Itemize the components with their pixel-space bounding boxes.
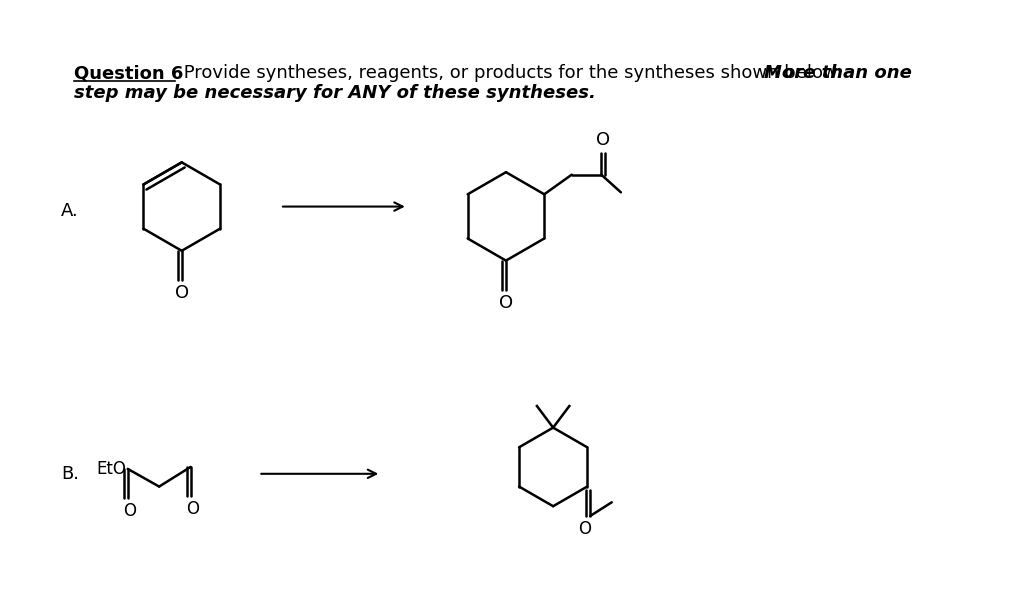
Text: More than one: More than one [764, 64, 912, 82]
Text: B.: B. [60, 465, 79, 483]
Text: O: O [186, 500, 199, 518]
Text: step may be necessary for ANY of these syntheses.: step may be necessary for ANY of these s… [74, 84, 596, 102]
Text: A.: A. [60, 203, 79, 220]
Text: O: O [175, 284, 188, 302]
Text: O: O [578, 520, 591, 538]
Text: O: O [123, 502, 136, 520]
Text: EtO: EtO [96, 460, 126, 478]
Text: Question 6: Question 6 [74, 64, 183, 82]
Text: Provide syntheses, reagents, or products for the syntheses shown below.: Provide syntheses, reagents, or products… [178, 64, 848, 82]
Text: O: O [596, 131, 610, 149]
Text: O: O [499, 294, 513, 312]
